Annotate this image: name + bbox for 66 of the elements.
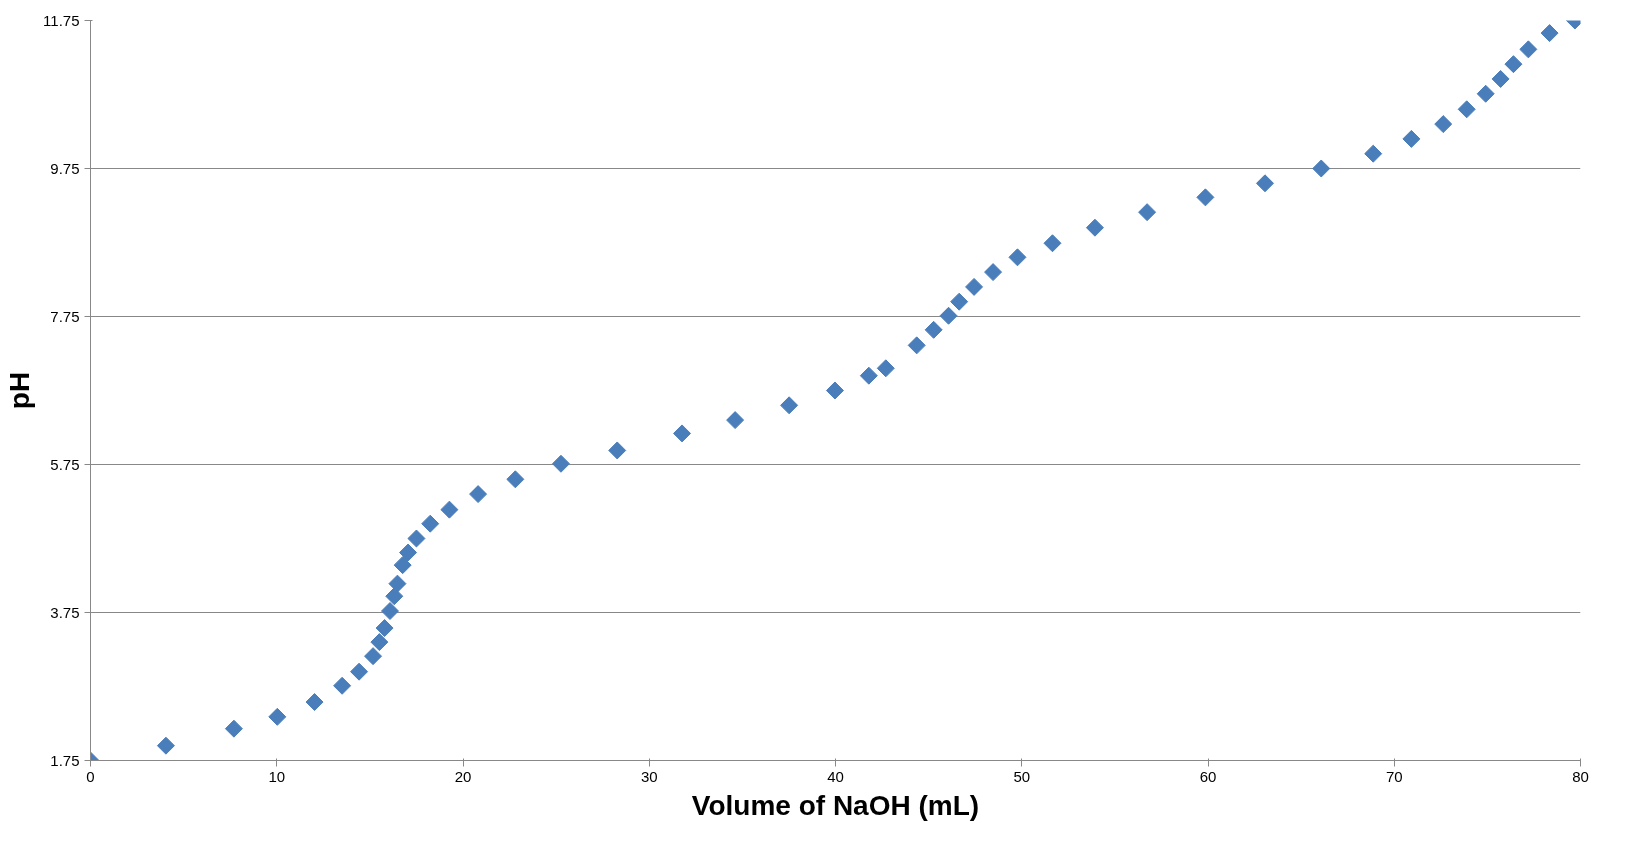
point [984,263,1003,282]
x-tick-label: 10 [268,767,286,785]
point [305,693,324,712]
point [1196,188,1215,207]
x-axis-title: Volume of NaOH (mL) [691,789,980,821]
point [1402,129,1421,148]
point [780,396,799,415]
x-tick-label: 70 [1385,767,1403,785]
x-tick-label: 60 [1199,767,1217,785]
point [551,454,570,473]
point [440,500,459,519]
y-tick-label: 9.75 [50,159,80,177]
point [393,556,412,575]
point [506,470,525,489]
x-tick-label: 30 [640,767,658,785]
x-tick-label: 0 [86,767,95,785]
point [1043,234,1062,253]
x-tick-label: 20 [454,767,472,785]
point [364,647,383,666]
point [1008,248,1027,267]
point [907,336,926,355]
point [156,736,175,755]
point [370,633,389,652]
point [399,543,418,562]
point [1540,24,1559,43]
point [950,292,969,311]
point [1519,40,1538,59]
point [385,587,404,606]
point [224,719,243,738]
point [1434,115,1453,134]
x-tick-label: 80 [1572,767,1589,785]
point [965,277,984,296]
point [876,359,895,378]
point [333,676,352,695]
point [726,411,745,430]
point [673,424,692,443]
point [1085,218,1104,237]
point [825,381,844,400]
point [1138,203,1157,222]
y-tick-label: 7.75 [50,307,80,325]
y-axis-title: pH [4,371,36,410]
point [421,514,440,533]
point [469,485,488,504]
point [859,366,878,385]
point [1256,174,1274,193]
point [1476,84,1495,103]
y-tick-label: 11.75 [43,11,80,29]
y-tick-label: 1.75 [50,751,80,769]
y-tick-label: 5.75 [50,455,80,473]
point [350,662,369,681]
point [1364,144,1383,163]
point [381,602,399,621]
point [1457,100,1476,119]
y-tick-label: 3.75 [50,603,80,621]
point [608,441,627,460]
point [1504,55,1523,74]
point [1312,159,1331,178]
point [1491,69,1510,88]
point [375,619,394,638]
point [407,529,426,548]
point [388,574,407,593]
x-tick-label: 50 [1013,767,1031,785]
x-tick-label: 40 [827,767,844,785]
point [939,306,958,325]
point [924,320,943,339]
point [268,707,287,726]
